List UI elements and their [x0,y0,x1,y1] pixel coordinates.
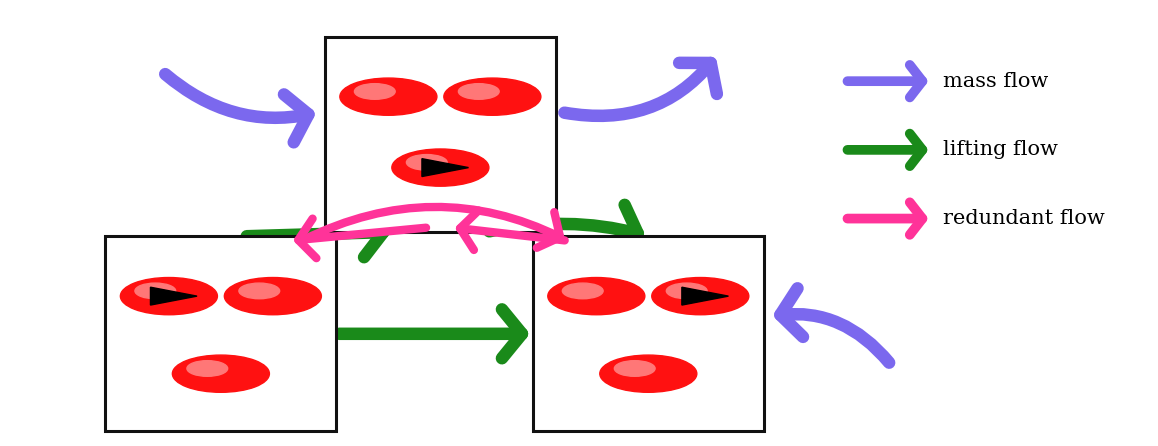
Circle shape [563,283,603,299]
Circle shape [600,355,697,392]
Polygon shape [151,287,197,305]
Circle shape [548,277,645,315]
Circle shape [339,78,437,116]
Circle shape [354,84,395,99]
Text: lifting flow: lifting flow [943,140,1057,159]
Circle shape [120,277,218,315]
Circle shape [666,283,708,299]
Circle shape [173,355,270,392]
Circle shape [239,283,280,299]
Bar [325,37,556,232]
Circle shape [459,84,499,99]
Text: redundant flow: redundant flow [943,209,1105,228]
Circle shape [391,149,489,186]
Circle shape [652,277,749,315]
Bar [533,236,764,431]
Circle shape [406,155,447,170]
Circle shape [186,361,228,376]
Text: mass flow: mass flow [943,72,1048,91]
Polygon shape [682,287,728,305]
Circle shape [135,283,176,299]
Circle shape [225,277,322,315]
Circle shape [615,361,655,376]
Bar [105,236,337,431]
Polygon shape [422,159,469,177]
Circle shape [444,78,541,116]
